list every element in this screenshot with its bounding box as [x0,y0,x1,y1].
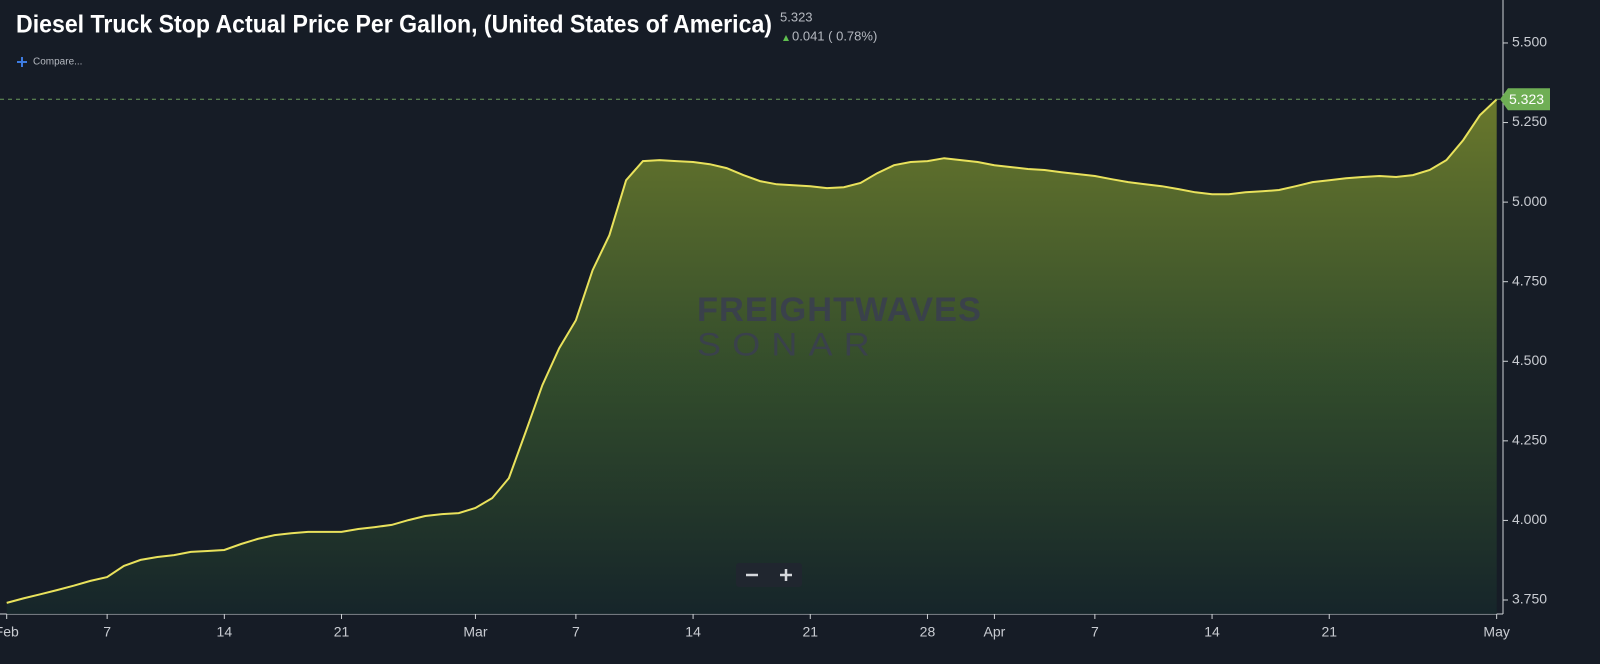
watermark: FREIGHTWAVES [697,291,982,329]
watermark: SONAR [697,326,881,362]
zoom-in[interactable] [780,569,792,581]
x-tick-label: 14 [1204,624,1220,640]
y-tick-label: 4.000 [1512,511,1547,527]
last-value-tag [1500,88,1550,111]
compare-button[interactable]: Compare... [17,57,82,68]
zoom-bg [736,563,802,587]
zoom-controls [736,563,802,587]
chart-title: Diesel Truck Stop Actual Price Per Gallo… [16,11,772,39]
last-price: 5.323 [780,9,813,24]
x-tick-label: 21 [1321,624,1337,640]
y-tick-label: 4.250 [1512,432,1547,448]
x-tick-label: Apr [984,624,1006,640]
x-tick-label: 14 [217,624,233,640]
x-tick-label: May [1483,624,1509,640]
x-tick-label: 14 [685,624,701,640]
x-tick-label: 21 [802,624,818,640]
y-tick-label: 5.500 [1512,34,1547,50]
plot-area [0,0,1504,615]
area-fill [6,99,1497,615]
x-tick-label: 7 [572,624,580,640]
y-tick-label: 4.500 [1512,352,1547,368]
x-tick-label: 28 [920,624,936,640]
last-value-label: 5.323 [1509,91,1544,107]
change: 0.041 ( 0.78%) [792,28,877,43]
x-tick-label: Feb [0,624,19,640]
y-tick-label: 3.750 [1512,591,1547,607]
x-tick-label: 21 [334,624,350,640]
y-tick-label: 4.750 [1512,272,1547,288]
price-line [6,98,1498,604]
plus-icon[interactable] [17,57,27,67]
x-tick-label: 7 [1091,624,1099,640]
compare-label[interactable]: Compare... [33,57,82,68]
up-arrow [783,35,789,41]
x-tick-label: 7 [103,624,111,640]
x-tick-label: Mar [463,624,487,640]
y-tick-label: 5.000 [1512,193,1547,209]
y-tick-label: 5.250 [1512,113,1547,129]
